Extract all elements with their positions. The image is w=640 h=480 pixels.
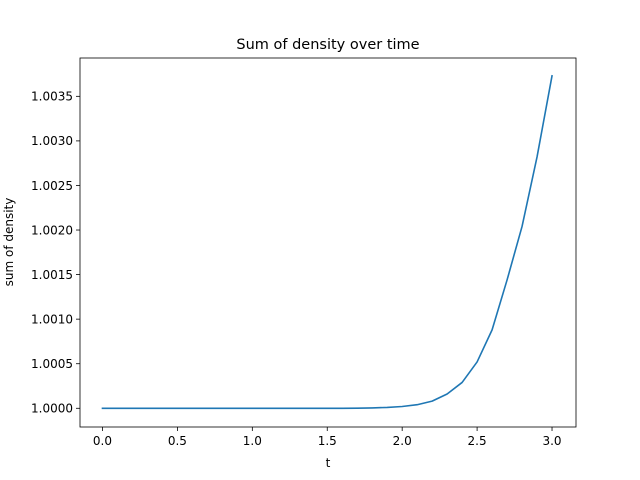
x-tick-label: 1.0 [243, 434, 262, 448]
y-tick-label: 1.0030 [31, 134, 73, 148]
y-tick-label: 1.0020 [31, 223, 73, 237]
axes-frame [79, 57, 577, 428]
y-tick-label: 1.0025 [31, 179, 73, 193]
x-tick-label: 0.5 [168, 434, 187, 448]
x-tick-label: 1.5 [318, 434, 337, 448]
chart-title: Sum of density over time [236, 37, 419, 53]
x-axis-label: t [326, 456, 331, 470]
x-tick-label: 3.0 [542, 434, 561, 448]
y-tick-label: 1.0010 [31, 312, 73, 326]
y-axis-label: sum of density [2, 198, 16, 287]
y-tick-label: 1.0035 [31, 90, 73, 104]
y-tick-label: 1.0000 [31, 402, 73, 416]
x-tick-label: 0.0 [93, 434, 112, 448]
y-axis: 1.0000 1.0005 1.0010 1.0015 1.0020 1.0025 1.00… [31, 90, 80, 416]
series-line-0 [101, 74, 553, 410]
x-tick-label: 2.5 [468, 434, 487, 448]
x-tick-label: 2.0 [393, 434, 412, 448]
y-tick-label: 1.0005 [31, 357, 73, 371]
plot-area [101, 74, 553, 410]
x-axis: 0.0 0.5 1.0 1.5 2.0 2.5 3.0 [93, 427, 562, 448]
y-tick-label: 1.0015 [31, 268, 73, 282]
